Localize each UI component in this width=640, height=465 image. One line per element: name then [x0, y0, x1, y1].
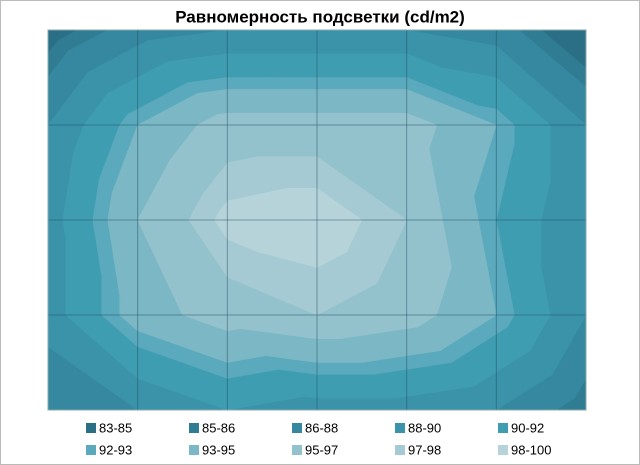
contour-band: [227, 112, 318, 126]
legend-label: 97-98: [408, 442, 441, 457]
legend-swatch: [395, 445, 405, 455]
contour-band: [137, 314, 161, 340]
contour-band: [316, 397, 408, 411]
legend-label: 86-88: [305, 420, 338, 435]
contour-band: [496, 314, 509, 335]
legend-label: 93-95: [202, 442, 235, 457]
contour-band: [316, 314, 341, 340]
legend-swatch: [395, 423, 405, 433]
contour-band: [316, 112, 408, 126]
legend-label: 90-92: [511, 420, 544, 435]
chart-title: Равномерность подсветки (cd/m2): [175, 7, 465, 26]
contour-band: [227, 314, 241, 332]
contour-band: [406, 314, 419, 329]
legend-swatch: [86, 445, 96, 455]
legend-label: 95-97: [305, 442, 338, 457]
contour-band: [496, 124, 515, 221]
legend-label: 83-85: [99, 420, 132, 435]
legend-swatch: [86, 423, 96, 433]
legend-swatch: [189, 445, 199, 455]
plot-border: [47, 29, 587, 411]
legend-swatch: [498, 423, 508, 433]
legend-label: 85-86: [202, 420, 235, 435]
legend-swatch: [498, 445, 508, 455]
legend-swatch: [292, 423, 302, 433]
legend-swatch: [292, 445, 302, 455]
contour-band: [316, 219, 348, 268]
legend-swatch: [189, 423, 199, 433]
legend-label: 92-93: [99, 442, 132, 457]
legend-label: 88-90: [408, 420, 441, 435]
legend-label: 98-100: [511, 442, 551, 457]
contour-band: [227, 219, 258, 252]
